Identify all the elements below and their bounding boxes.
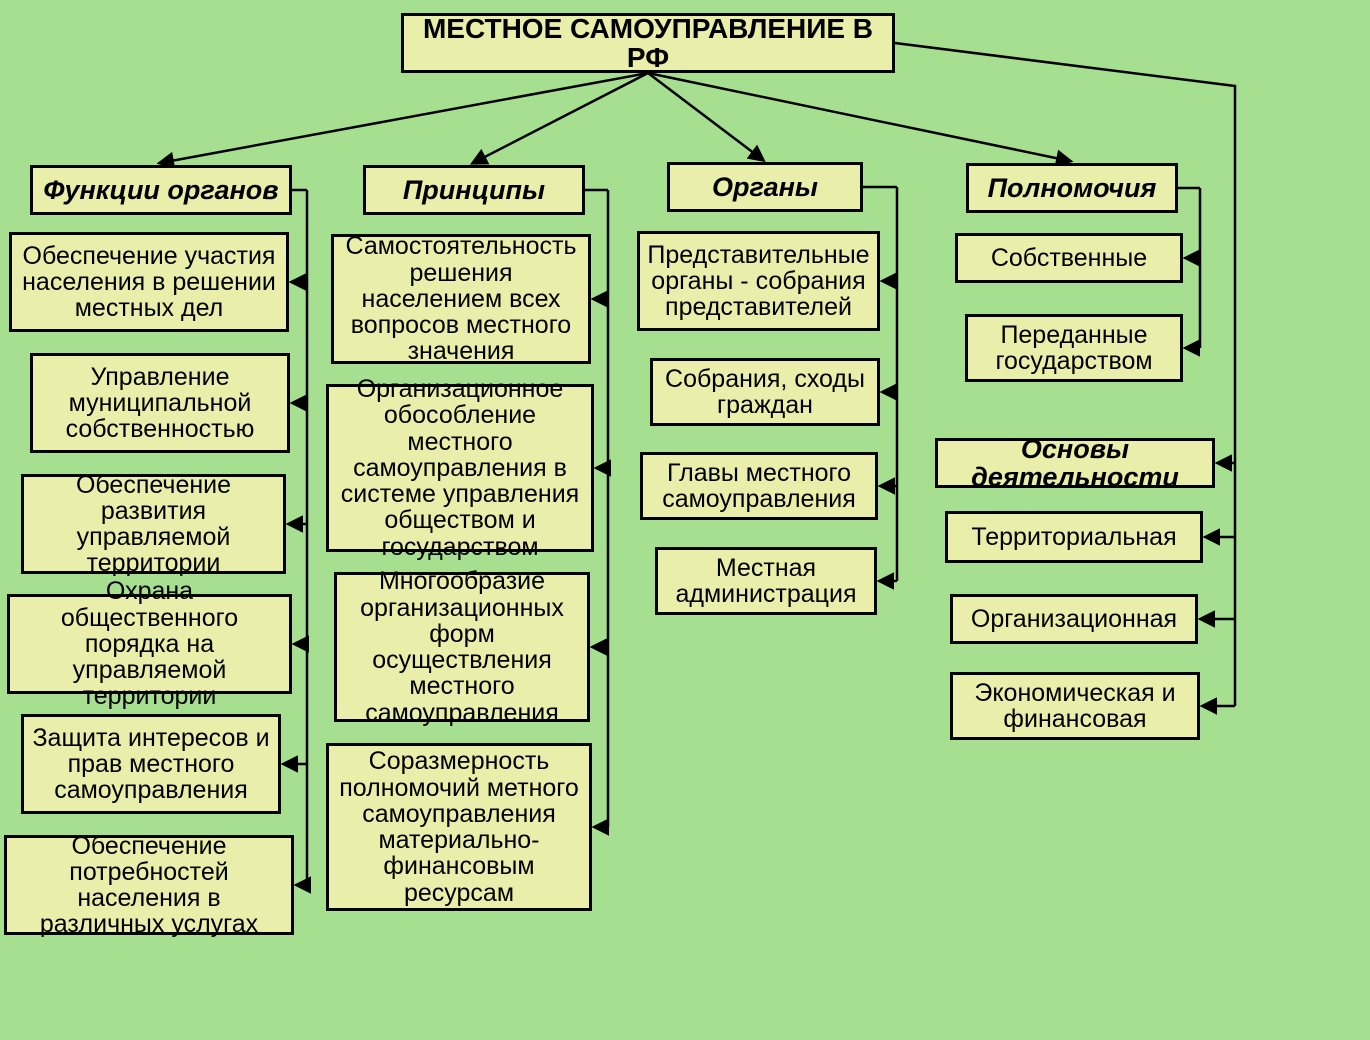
node-e1: Организационная [950,594,1198,644]
node-h1: Принципы [363,165,585,215]
node-label: Полномочия [988,174,1157,202]
node-e2: Экономическая и финансовая [950,672,1200,740]
node-label: Основы деятельности [946,435,1204,492]
node-label: Экономическая и финансовая [961,680,1189,733]
node-c2i2: Главы местного самоуправления [640,452,878,520]
node-c0i5: Обеспечение потребностей населения в раз… [4,835,294,935]
node-label: Организационное обособление местного сам… [337,376,583,560]
node-h4: Основы деятельности [935,438,1215,488]
node-label: Принципы [403,176,545,204]
node-c0i2: Обеспечение развития управляемой террито… [21,474,286,574]
node-label: Органы [712,173,818,201]
node-label: Управление муниципальной собственностью [41,364,279,443]
node-c1i2: Многообразие организационных форм осущес… [334,572,590,722]
node-c1i1: Организационное обособление местного сам… [326,384,594,552]
node-label: Функции органов [43,176,278,204]
node-c0i4: Защита интересов и прав местного самоупр… [21,714,281,814]
node-label: МЕСТНОЕ САМОУПРАВЛЕНИЕ В РФ [412,14,884,73]
node-label: Самостоятельность решения населением все… [342,233,580,364]
node-label: Обеспечение потребностей населения в раз… [15,833,283,938]
node-label: Местная администрация [666,555,866,608]
node-label: Собственные [991,245,1147,271]
node-c0i3: Охрана общественного порядка на управляе… [7,594,292,694]
node-h3: Полномочия [966,163,1178,213]
node-label: Обеспечение развития управляемой террито… [32,472,275,577]
node-label: Защита интересов и прав местного самоупр… [32,725,270,804]
node-c2i3: Местная администрация [655,547,877,615]
node-c3i1: Переданные государством [965,314,1183,382]
node-label: Охрана общественного порядка на управляе… [18,578,281,709]
node-label: Собрания, сходы граждан [661,366,869,419]
node-c0i0: Обеспечение участия населения в решении … [9,232,289,332]
node-c3i0: Собственные [955,233,1183,283]
node-label: Переданные государством [976,322,1172,375]
node-c1i3: Соразмерность полномочий метного самоупр… [326,743,592,911]
node-c2i0: Представительные органы - собрания предс… [637,231,880,331]
node-e0: Территориальная [945,511,1203,563]
node-c2i1: Собрания, сходы граждан [650,358,880,426]
node-h0: Функции органов [30,165,292,215]
node-label: Территориальная [971,524,1176,550]
node-c0i1: Управление муниципальной собственностью [30,353,290,453]
node-label: Многообразие организационных форм осущес… [345,568,579,726]
node-label: Обеспечение участия населения в решении … [20,243,278,322]
node-label: Соразмерность полномочий метного самоупр… [337,748,581,906]
node-label: Главы местного самоуправления [651,460,867,513]
node-c1i0: Самостоятельность решения населением все… [331,234,591,364]
node-label: Представительные органы - собрания предс… [647,242,869,321]
node-label: Организационная [971,606,1177,632]
node-title: МЕСТНОЕ САМОУПРАВЛЕНИЕ В РФ [401,13,895,73]
node-h2: Органы [667,162,863,212]
